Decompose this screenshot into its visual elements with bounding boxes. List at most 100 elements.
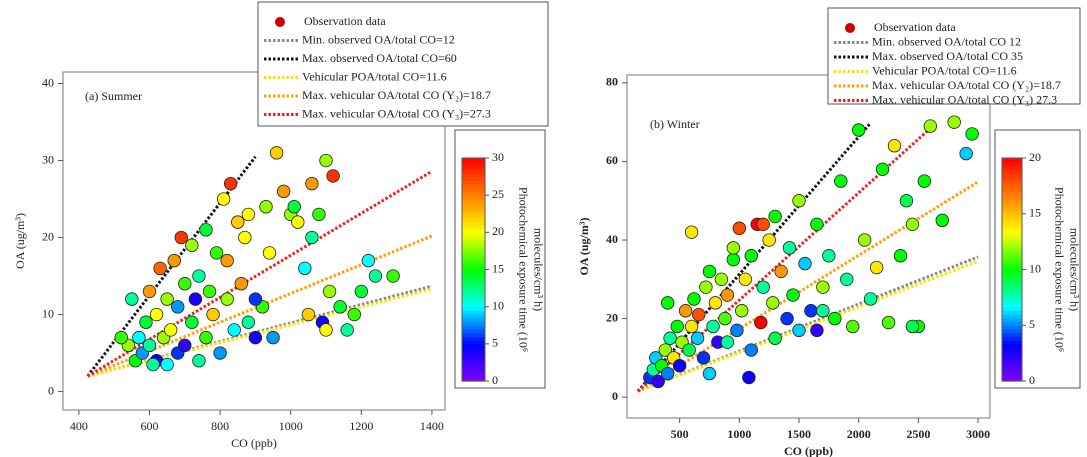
colorbar-step — [1002, 369, 1022, 375]
data-point — [768, 209, 782, 224]
colorbar-step — [1002, 195, 1022, 200]
legend-marker — [275, 17, 285, 27]
data-point — [661, 366, 675, 381]
data-point — [171, 300, 185, 314]
colorbar-step — [462, 343, 485, 349]
colorbar-step — [462, 314, 485, 319]
colorbar-step — [462, 232, 485, 237]
data-point — [305, 230, 319, 245]
data-point — [266, 330, 280, 345]
data-point — [386, 269, 400, 283]
legend-label: Min. observed OA/total CO 12 — [872, 34, 1021, 48]
data-point — [114, 330, 128, 345]
colorbar-step — [1002, 158, 1022, 163]
colorbar-step — [1002, 243, 1022, 248]
colorbar-label: Photochemical exposure time (10⁶ — [516, 187, 530, 352]
colorbar-step — [462, 206, 485, 211]
data-point — [822, 249, 836, 263]
colorbar-tick-label: 10 — [1029, 261, 1041, 275]
data-point — [319, 153, 333, 168]
colorbar-step — [1002, 280, 1022, 285]
data-point — [209, 246, 224, 260]
colorbar-step — [462, 336, 485, 341]
colorbar-step — [462, 325, 485, 330]
data-point — [766, 296, 780, 310]
colorbar-step — [1002, 221, 1022, 226]
data-point — [965, 127, 979, 141]
colorbar-step — [462, 158, 485, 163]
reference-line — [637, 180, 979, 393]
data-point — [216, 192, 231, 206]
data-point — [160, 292, 174, 306]
colorbar-step — [1002, 228, 1022, 233]
colorbar-step — [1002, 340, 1022, 345]
data-point — [718, 311, 732, 326]
colorbar-step — [462, 284, 485, 289]
data-point — [185, 238, 199, 252]
legend-box — [827, 7, 1081, 105]
colorbar-step — [462, 340, 485, 345]
colorbar-tick-label: 15 — [1029, 206, 1041, 220]
data-point — [730, 323, 744, 338]
data-point — [206, 307, 220, 322]
data-point — [202, 284, 217, 299]
y-tick-label: 60 — [606, 153, 618, 167]
data-point — [125, 292, 139, 306]
y-tick-label: 10 — [42, 306, 54, 320]
data-point — [816, 280, 830, 294]
colorbar-step — [1002, 354, 1022, 360]
colorbar-step — [462, 299, 485, 304]
colorbar-step — [1002, 347, 1022, 352]
colorbar-step — [1002, 187, 1022, 193]
panel-title: (b) Winter — [650, 117, 700, 131]
data-point — [160, 357, 174, 372]
data-point — [754, 315, 768, 330]
x-tick-label: 1200 — [349, 419, 373, 433]
data-point — [241, 207, 256, 222]
data-point — [863, 292, 878, 306]
colorbar-step — [1002, 284, 1022, 289]
data-point — [167, 253, 181, 268]
data-point — [663, 331, 677, 345]
data-point — [326, 169, 340, 183]
data-point — [223, 176, 238, 191]
colorbar-step — [462, 306, 485, 311]
data-point — [768, 331, 782, 345]
colorbar-step — [462, 236, 485, 241]
data-point — [706, 319, 720, 334]
x-axis-label: CO (ppb) — [231, 436, 277, 450]
panel-title: (a) Summer — [85, 89, 142, 103]
data-point — [828, 311, 842, 326]
data-point — [262, 246, 277, 260]
colorbar-tick-label: 30 — [492, 150, 504, 164]
data-point — [692, 307, 706, 322]
data-point — [139, 315, 153, 329]
colorbar-step — [462, 347, 485, 352]
data-point — [893, 249, 908, 263]
data-point — [834, 174, 848, 188]
colorbar-tick-label: 20 — [1029, 150, 1041, 164]
colorbar-step — [1002, 202, 1022, 207]
colorbar-step — [462, 176, 485, 181]
data-point — [720, 288, 735, 302]
data-point — [333, 300, 347, 314]
data-point — [319, 323, 333, 337]
data-point — [227, 323, 241, 337]
y-tick-label: 30 — [42, 152, 54, 166]
colorbar-step — [1002, 273, 1022, 278]
colorbar-tick-label: 5 — [492, 336, 498, 350]
colorbar-label: molecules/cm³ h) — [1067, 228, 1081, 311]
colorbar-step — [462, 295, 485, 300]
x-axis-label: CO (ppb) — [784, 444, 833, 457]
data-point — [259, 200, 273, 214]
data-point — [658, 343, 673, 357]
colorbar-step — [1002, 362, 1022, 367]
colorbar-step — [1002, 314, 1022, 319]
colorbar-step — [462, 254, 485, 259]
colorbar-step — [462, 377, 485, 382]
data-point — [670, 319, 684, 334]
data-point — [786, 288, 800, 302]
data-point — [899, 194, 914, 208]
colorbar-step — [462, 288, 485, 293]
colorbar-step — [462, 191, 485, 196]
